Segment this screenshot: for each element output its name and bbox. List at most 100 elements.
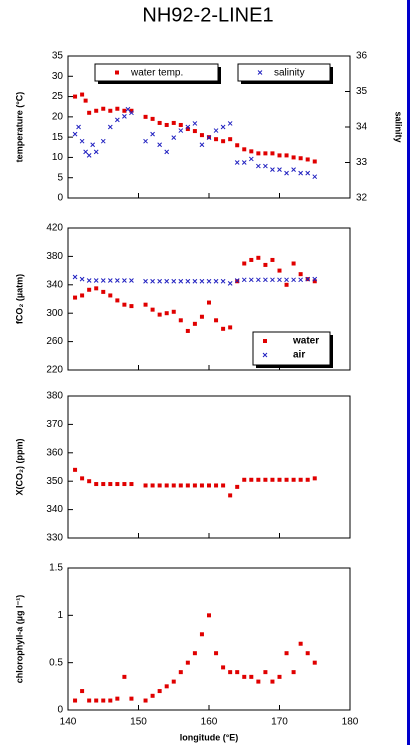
point bbox=[235, 484, 240, 489]
point bbox=[143, 302, 148, 307]
legend-marker bbox=[262, 352, 268, 358]
y-axis-label: chlorophyll-a (µg l⁻¹) bbox=[14, 595, 24, 683]
point bbox=[150, 131, 155, 137]
point bbox=[199, 483, 204, 488]
point bbox=[277, 153, 282, 158]
point bbox=[157, 689, 162, 694]
point bbox=[234, 160, 240, 165]
point bbox=[83, 149, 88, 155]
point bbox=[207, 613, 211, 618]
point bbox=[220, 124, 226, 130]
point bbox=[80, 293, 85, 298]
point bbox=[150, 307, 155, 312]
point bbox=[277, 167, 282, 172]
point bbox=[312, 476, 317, 481]
point bbox=[263, 670, 268, 675]
point bbox=[150, 116, 155, 121]
point bbox=[214, 651, 219, 656]
point bbox=[86, 153, 92, 158]
plot-frame bbox=[67, 567, 351, 711]
point bbox=[73, 295, 78, 300]
point bbox=[178, 128, 184, 133]
point bbox=[263, 262, 268, 267]
point bbox=[157, 120, 162, 125]
point bbox=[192, 651, 197, 656]
point bbox=[150, 693, 155, 698]
point bbox=[80, 689, 85, 694]
point bbox=[108, 293, 113, 298]
point bbox=[298, 156, 303, 161]
point bbox=[291, 670, 296, 675]
point bbox=[129, 304, 134, 309]
point bbox=[122, 278, 127, 283]
y-tick-label: 5 bbox=[57, 172, 63, 183]
point bbox=[100, 138, 106, 144]
point bbox=[143, 483, 148, 488]
point bbox=[93, 149, 99, 155]
point bbox=[101, 106, 106, 111]
point bbox=[87, 287, 92, 292]
point bbox=[291, 277, 296, 283]
legend-label: water temp. bbox=[130, 68, 183, 79]
point bbox=[221, 483, 226, 488]
point bbox=[73, 698, 78, 703]
point bbox=[305, 157, 310, 162]
point bbox=[107, 124, 113, 130]
point bbox=[199, 142, 205, 148]
point bbox=[199, 632, 204, 637]
point bbox=[122, 108, 127, 113]
y-tick-label: 0.5 bbox=[49, 657, 63, 668]
point bbox=[73, 467, 78, 472]
point bbox=[164, 483, 169, 488]
y-tick-label: 420 bbox=[46, 223, 63, 234]
legend-label: water bbox=[292, 336, 319, 347]
y-tick-label: 360 bbox=[46, 447, 63, 458]
point bbox=[227, 121, 233, 126]
point bbox=[107, 278, 113, 283]
y-axis-label: X(CO₂) (ppm) bbox=[14, 439, 24, 496]
y2-tick-label: 35 bbox=[356, 86, 368, 97]
y2-tick-label: 36 bbox=[356, 51, 368, 62]
point bbox=[248, 156, 254, 162]
point bbox=[270, 257, 275, 262]
point bbox=[206, 135, 212, 141]
point bbox=[157, 483, 162, 488]
point bbox=[122, 302, 127, 307]
point bbox=[164, 149, 170, 155]
point bbox=[284, 170, 289, 176]
point bbox=[284, 153, 289, 158]
point bbox=[94, 108, 99, 113]
point bbox=[263, 163, 268, 169]
point bbox=[115, 298, 120, 303]
x-tick-label: 180 bbox=[342, 717, 359, 728]
legend-marker bbox=[115, 70, 119, 75]
edge-bar bbox=[407, 0, 410, 745]
y-tick-label: 330 bbox=[46, 533, 63, 544]
y-tick-label: 35 bbox=[52, 51, 64, 62]
point bbox=[228, 325, 233, 330]
point bbox=[171, 679, 176, 684]
point bbox=[157, 142, 163, 148]
y-tick-label: 20 bbox=[52, 111, 64, 122]
point bbox=[228, 670, 233, 675]
point bbox=[171, 483, 176, 488]
point bbox=[143, 138, 148, 144]
point bbox=[129, 278, 134, 283]
point bbox=[221, 665, 226, 670]
point bbox=[101, 698, 106, 703]
point bbox=[125, 106, 131, 112]
y-tick-label: 300 bbox=[46, 308, 63, 319]
y-tick-label: 380 bbox=[46, 251, 63, 262]
point bbox=[199, 278, 205, 284]
y2-tick-label: 34 bbox=[356, 122, 368, 133]
point bbox=[221, 326, 226, 331]
point bbox=[291, 261, 296, 266]
point bbox=[270, 151, 275, 156]
point bbox=[242, 477, 247, 482]
point bbox=[213, 278, 219, 284]
point bbox=[143, 698, 148, 703]
legend-label: air bbox=[293, 350, 305, 361]
plot-frame bbox=[67, 395, 351, 539]
point bbox=[178, 483, 183, 488]
x-tick-label: 150 bbox=[130, 717, 147, 728]
